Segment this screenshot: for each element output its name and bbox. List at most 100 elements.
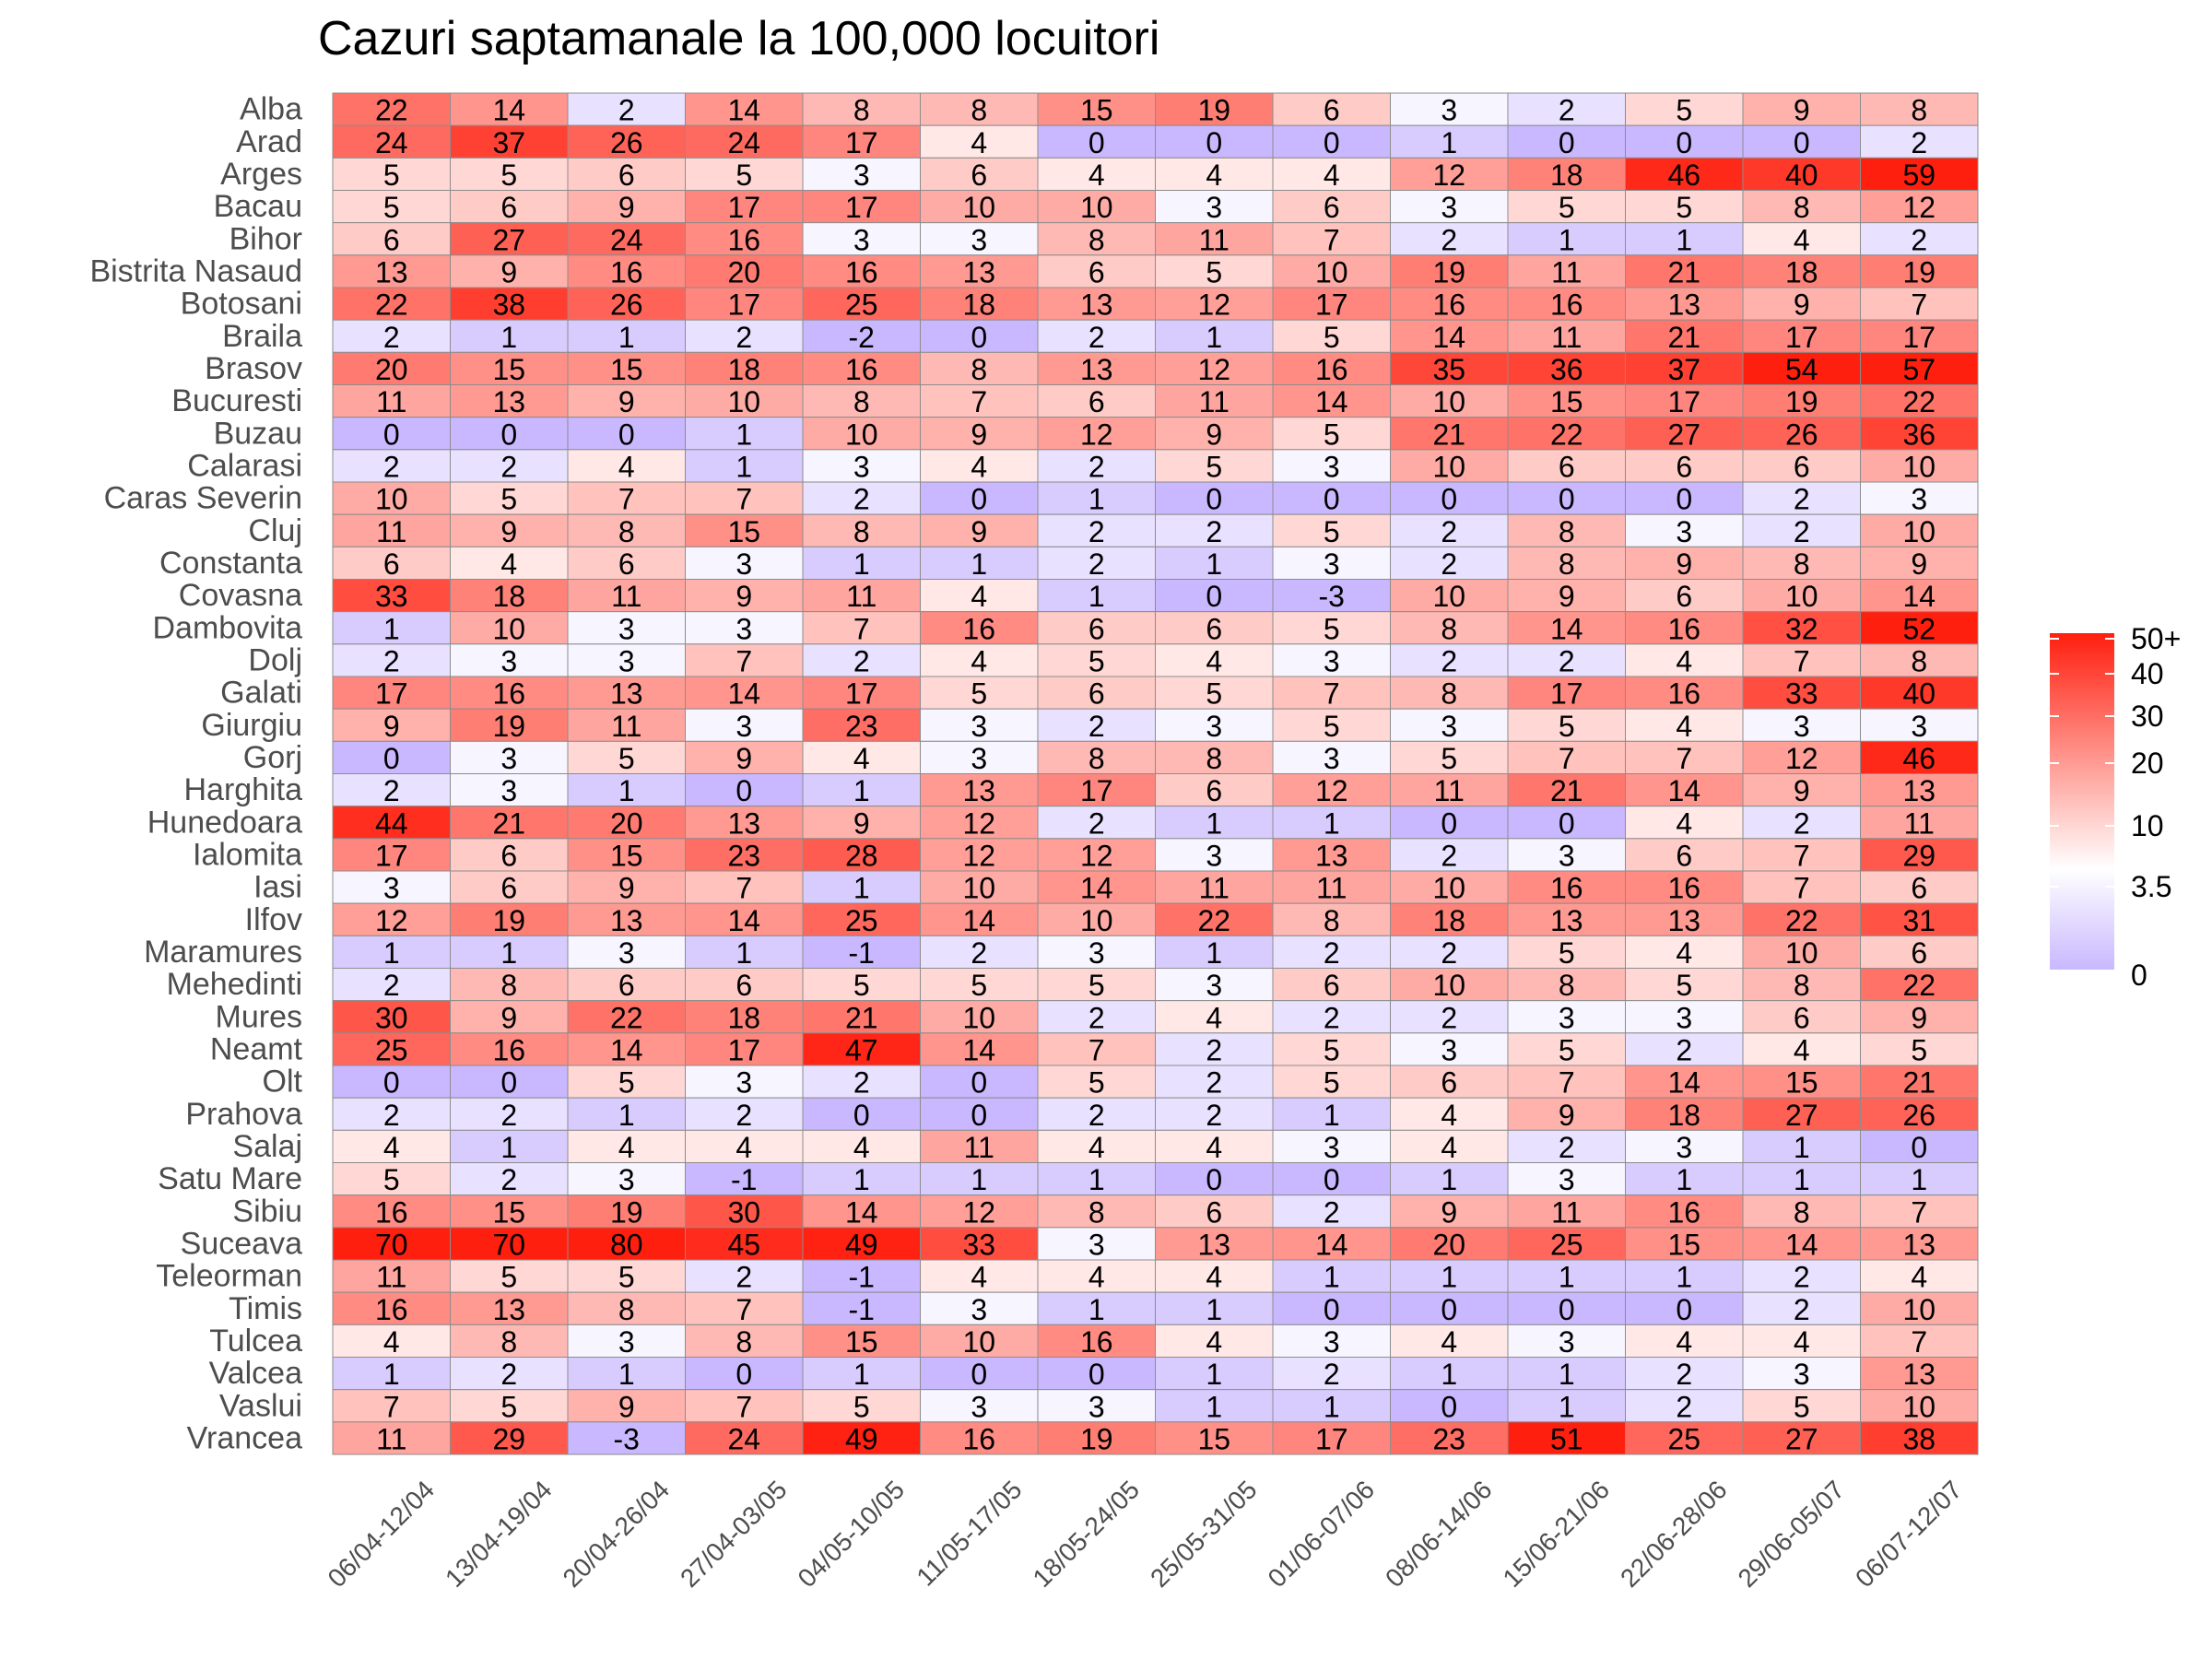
cell-value: 5 — [1676, 969, 1692, 1002]
heatmap-cell — [1155, 611, 1274, 645]
heatmap-cell — [1155, 935, 1274, 969]
heatmap-cell — [1742, 773, 1861, 807]
cell-value: 13 — [1080, 353, 1113, 386]
heatmap-cell — [685, 449, 804, 483]
cell-value: 5 — [1206, 677, 1222, 711]
cell-value: 4 — [1206, 1001, 1222, 1034]
row-label: Iasi — [253, 870, 302, 905]
heatmap-cell — [802, 124, 921, 159]
column-labels: 06/04-12/04 13/04-19/04 20/04-26/04 27/04-0… — [323, 1475, 1968, 1593]
cell-value: 52 — [1902, 612, 1936, 645]
heatmap-cell — [802, 1324, 921, 1359]
cell-value: 9 — [618, 1390, 635, 1423]
cell-value: 21 — [845, 1001, 878, 1034]
row-label: Covasna — [179, 578, 302, 613]
cell-value: 1 — [853, 872, 870, 905]
cell-value: 1 — [735, 936, 752, 970]
cell-value: 0 — [1676, 483, 1692, 516]
cell-value: 31 — [1902, 904, 1936, 937]
cell-value: -1 — [849, 1261, 875, 1294]
row-label: Arges — [220, 157, 302, 192]
heatmap-cell — [1507, 1357, 1626, 1391]
heatmap-cell — [332, 1291, 451, 1325]
cell-value: 1 — [853, 1163, 870, 1196]
legend-label: 30 — [2131, 700, 2164, 733]
cell-value: 13 — [610, 904, 643, 937]
heatmap-cell — [332, 513, 451, 547]
cell-value: 3 — [618, 936, 635, 970]
heatmap-cell — [1272, 1227, 1391, 1261]
cell-value: 2 — [383, 774, 400, 807]
cell-value: 1 — [618, 774, 635, 807]
cell-value: 10 — [1432, 580, 1465, 613]
cell-value: 1 — [735, 450, 752, 483]
cell-value: 11 — [1551, 1195, 1582, 1229]
cell-value: 33 — [962, 1228, 995, 1261]
cell-value: 10 — [962, 1001, 995, 1034]
cell-value: 10 — [1432, 872, 1465, 905]
cell-value: 16 — [1550, 288, 1583, 322]
cell-value: 10 — [727, 385, 760, 418]
cell-value: 2 — [1441, 547, 1457, 581]
cell-value: 3 — [1676, 1131, 1692, 1164]
heatmap-cell — [567, 287, 686, 321]
cell-value: 17 — [1315, 288, 1348, 322]
column-label: 29/06-05/07 — [1733, 1475, 1851, 1593]
heatmap-cell — [1155, 1162, 1274, 1196]
heatmap-cell — [685, 417, 804, 451]
cell-value: 4 — [1088, 1261, 1105, 1294]
cell-value: 32 — [1785, 612, 1818, 645]
heatmap-cell — [685, 740, 804, 774]
cell-value: 8 — [1794, 969, 1810, 1002]
cell-value: 2 — [1088, 806, 1105, 840]
cell-value: 18 — [492, 580, 525, 613]
heatmap-cell — [920, 449, 1039, 483]
heatmap-cell — [1272, 1065, 1391, 1099]
heatmap-cell — [450, 287, 569, 321]
cell-value: 0 — [383, 1066, 400, 1100]
heatmap-cell — [1625, 287, 1744, 321]
heatmap-cell — [802, 546, 921, 580]
cell-value: 27 — [1785, 1422, 1818, 1455]
cell-value: 9 — [618, 385, 635, 418]
cell-value: 14 — [845, 1195, 878, 1229]
column-label: 20/04-26/04 — [558, 1475, 676, 1593]
heatmap-cell — [1742, 740, 1861, 774]
heatmap-cell — [920, 579, 1039, 613]
cell-value: 7 — [1911, 288, 1927, 322]
row-label: Brasov — [205, 351, 302, 386]
heatmap-cell — [1507, 708, 1626, 742]
heatmap-cell — [1507, 1000, 1626, 1034]
heatmap-cell — [1507, 676, 1626, 710]
cell-value: 5 — [853, 969, 870, 1002]
heatmap-cell — [685, 1357, 804, 1391]
heatmap-cell — [1390, 190, 1509, 224]
cell-value: 3 — [1324, 742, 1340, 775]
cell-value: 9 — [1441, 1195, 1457, 1229]
cell-value: 8 — [1559, 515, 1575, 548]
heatmap-cell — [1037, 1129, 1156, 1164]
heatmap-cell — [450, 1324, 569, 1359]
heatmap-cell — [1037, 740, 1156, 774]
column-label: 06/04-12/04 — [323, 1475, 441, 1593]
heatmap-cell — [1390, 1389, 1509, 1423]
heatmap-cell — [1155, 1097, 1274, 1131]
cell-value: 44 — [375, 806, 408, 840]
cell-value: 6 — [618, 547, 635, 581]
heatmap-cell — [1742, 870, 1861, 904]
cell-value: 12 — [1197, 353, 1230, 386]
heatmap-cell — [920, 773, 1039, 807]
heatmap-cell — [1742, 190, 1861, 224]
cell-value: 10 — [1080, 191, 1113, 224]
cell-value: 12 — [1197, 288, 1230, 322]
cell-value: 4 — [1324, 159, 1340, 192]
cell-value: 20 — [1432, 1228, 1465, 1261]
cell-value: 10 — [1315, 255, 1348, 288]
cell-value: 16 — [1667, 872, 1700, 905]
cell-value: 9 — [1559, 580, 1575, 613]
row-label: Harghita — [183, 772, 302, 807]
legend-label: 3.5 — [2131, 870, 2171, 903]
heatmap-cell — [450, 417, 569, 451]
heatmap-cell — [1507, 773, 1626, 807]
cell-value: 5 — [500, 159, 517, 192]
